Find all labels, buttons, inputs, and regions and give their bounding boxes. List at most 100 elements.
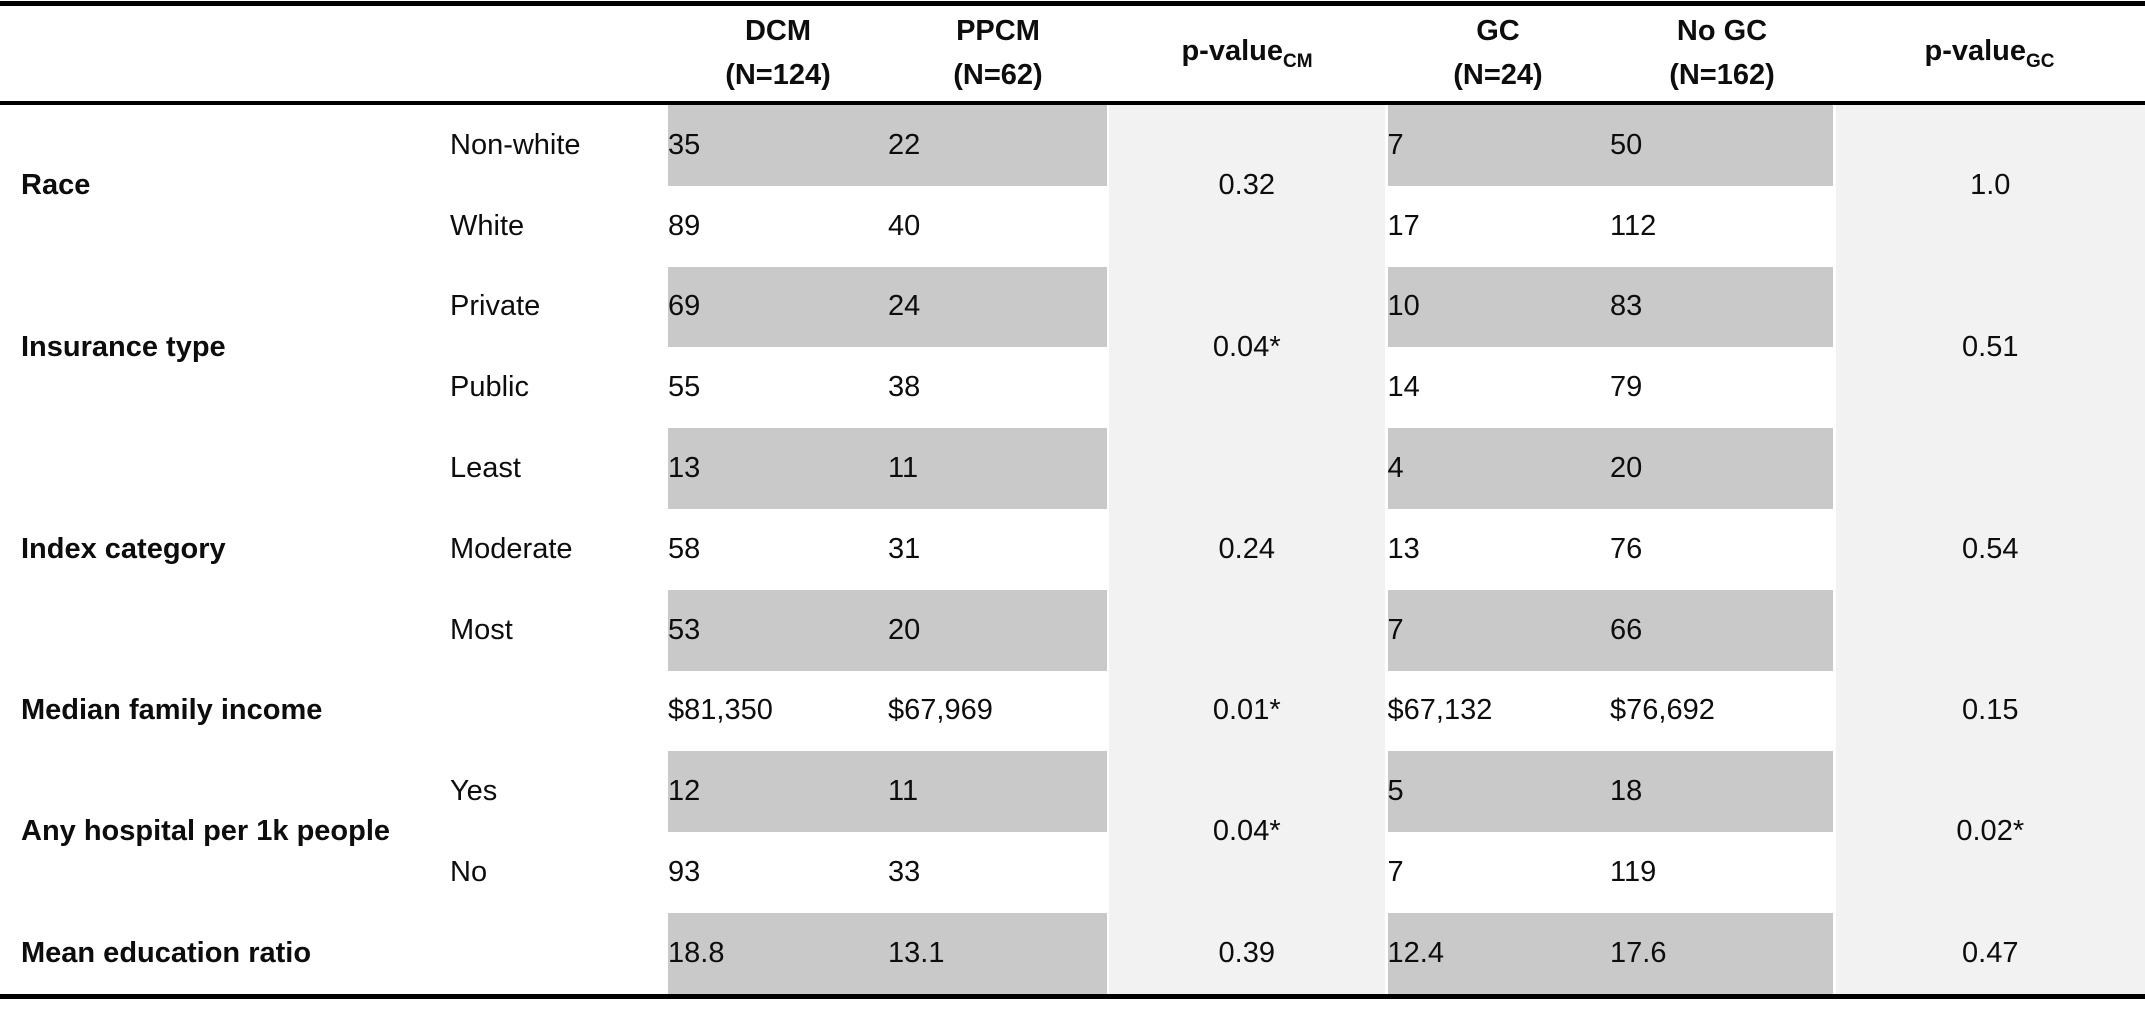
value-cell-gc: 10 — [1386, 266, 1610, 348]
value-cell-ppcm: 13.1 — [888, 912, 1108, 994]
subcategory-label: Public — [450, 347, 668, 429]
value-cell-ppcm: 33 — [888, 832, 1108, 913]
value-cell-ppcm: $67,969 — [888, 670, 1108, 752]
subcategory-label: Private — [450, 266, 668, 348]
category-label-mean-education-ratio: Mean education ratio — [0, 912, 450, 994]
value-cell-dcm: 53 — [668, 589, 888, 671]
pvalue-gc-cell: 0.47 — [1832, 912, 2145, 994]
value-cell-no-gc: 50 — [1610, 105, 1834, 186]
value-cell-ppcm: 20 — [888, 589, 1108, 671]
category-label-any-hospital: Any hospital per 1k people — [0, 751, 450, 913]
subcategory-label: Non-white — [450, 105, 668, 186]
value-cell-no-gc: 76 — [1610, 508, 1834, 590]
pvalue-gc-cell: 0.15 — [1832, 670, 2145, 752]
table-row: Race Non-white 35 22 0.32 7 50 1.0 — [0, 105, 2145, 267]
subcategory-label: Yes — [450, 751, 668, 833]
header-gc-name: GC — [1476, 15, 1520, 48]
pvalue-gc-cell: 0.51 — [1832, 266, 2145, 429]
value-cell-no-gc: 20 — [1610, 428, 1834, 509]
value-cell-dcm: 89 — [668, 185, 888, 267]
subcategory-label — [450, 670, 668, 752]
value-cell-gc: 13 — [1386, 508, 1610, 590]
value-cell-dcm: 55 — [668, 347, 888, 429]
value-cell-gc: $67,132 — [1386, 670, 1610, 752]
table-row: Moderate 58 31 13 76 — [0, 508, 2145, 590]
pvalue-cm-cell: 0.04* — [1107, 751, 1388, 913]
category-label-insurance-type: Insurance type — [0, 266, 450, 429]
value-cell-dcm: 35 — [668, 105, 888, 186]
value-cell-no-gc: 119 — [1610, 832, 1834, 913]
table-row: White 89 40 17 112 — [0, 185, 2145, 267]
value-cell-dcm: 13 — [668, 428, 888, 509]
pvalue-cm-cell: 0.24 — [1107, 428, 1388, 671]
value-cell-no-gc: 112 — [1610, 185, 1834, 267]
pvalue-gc-cell: 0.54 — [1832, 428, 2145, 671]
value-cell-dcm: $81,350 — [668, 670, 888, 752]
pvalue-cm-cell: 0.39 — [1107, 912, 1388, 994]
value-cell-gc: 17 — [1386, 185, 1610, 267]
header-no-gc-name: No GC — [1676, 15, 1768, 48]
value-cell-gc: 14 — [1386, 347, 1610, 429]
header-pvalue-cm-subscript: CM — [1282, 50, 1313, 72]
value-cell-gc: 4 — [1386, 428, 1610, 509]
pvalue-cm-cell: 0.32 — [1107, 105, 1388, 267]
table-top-rule — [0, 1, 2145, 6]
value-cell-no-gc: 17.6 — [1610, 912, 1834, 994]
header-dcm: DCM (N=124) — [668, 6, 888, 101]
category-label-median-family-income: Median family income — [0, 670, 450, 752]
table-body: Race Non-white 35 22 0.32 7 50 1.0 White… — [0, 105, 2145, 994]
header-ppcm-name: PPCM — [956, 15, 1040, 48]
table-row: Public 55 38 14 79 — [0, 347, 2145, 429]
value-cell-ppcm: 22 — [888, 105, 1108, 186]
value-cell-no-gc: $76,692 — [1610, 670, 1834, 752]
subcategory-label: Most — [450, 589, 668, 671]
header-gc-n: (N=24) — [1453, 58, 1543, 91]
value-cell-dcm: 12 — [668, 751, 888, 833]
value-cell-dcm: 93 — [668, 832, 888, 913]
pvalue-cm-cell: 0.01* — [1107, 670, 1388, 752]
value-cell-gc: 7 — [1386, 589, 1610, 671]
value-cell-dcm: 69 — [668, 266, 888, 348]
header-dcm-name: DCM — [744, 15, 812, 48]
pvalue-gc-cell: 0.02* — [1832, 751, 2145, 913]
pvalue-gc-cell: 1.0 — [1832, 105, 2145, 267]
table-row: Mean education ratio 18.8 13.1 0.39 12.4… — [0, 912, 2145, 994]
subcategory-label: No — [450, 832, 668, 913]
subcategory-label: White — [450, 185, 668, 267]
header-ppcm-n: (N=62) — [953, 58, 1043, 91]
table-bottom-rule — [0, 993, 2145, 999]
header-gc: GC (N=24) — [1386, 6, 1610, 101]
category-label-race: Race — [0, 105, 450, 267]
value-cell-gc: 5 — [1386, 751, 1610, 833]
table-row: Any hospital per 1k people Yes 12 11 0.0… — [0, 751, 2145, 913]
subcategory-label: Moderate — [450, 508, 668, 590]
header-pvalue-gc-subscript: GC — [2026, 50, 2055, 72]
value-cell-gc: 12.4 — [1386, 912, 1610, 994]
value-cell-ppcm: 38 — [888, 347, 1108, 429]
category-label-index-category: Index category — [0, 428, 450, 671]
value-cell-ppcm: 40 — [888, 185, 1108, 267]
value-cell-no-gc: 66 — [1610, 589, 1834, 671]
table-row: Insurance type Private 69 24 0.04* 10 83… — [0, 266, 2145, 429]
header-pvalue-cm: p-valueCM — [1108, 6, 1386, 101]
value-cell-dcm: 58 — [668, 508, 888, 590]
header-no-gc: No GC (N=162) — [1610, 6, 1834, 101]
header-category-blank — [0, 6, 450, 101]
value-cell-dcm: 18.8 — [668, 912, 888, 994]
header-no-gc-n: (N=162) — [1669, 58, 1775, 91]
header-pvalue-gc: p-valueGC — [1834, 6, 2145, 101]
pvalue-cm-cell: 0.04* — [1107, 266, 1388, 429]
value-cell-ppcm: 24 — [888, 266, 1108, 348]
table-row: Most 53 20 7 66 — [0, 589, 2145, 671]
subcategory-label — [450, 912, 668, 994]
value-cell-ppcm: 11 — [888, 428, 1108, 509]
header-row: DCM (N=124) PPCM (N=62) p-valueCM GC (N=… — [0, 6, 2145, 101]
table-row: Median family income $81,350 $67,969 0.0… — [0, 670, 2145, 752]
value-cell-gc: 7 — [1386, 832, 1610, 913]
table-row: No 93 33 7 119 — [0, 832, 2145, 913]
header-separator-rule — [0, 101, 2145, 105]
table-row: Index category Least 13 11 0.24 4 20 0.5… — [0, 428, 2145, 671]
value-cell-gc: 7 — [1386, 105, 1610, 186]
demographics-comparison-table: DCM (N=124) PPCM (N=62) p-valueCM GC (N=… — [0, 6, 2145, 101]
